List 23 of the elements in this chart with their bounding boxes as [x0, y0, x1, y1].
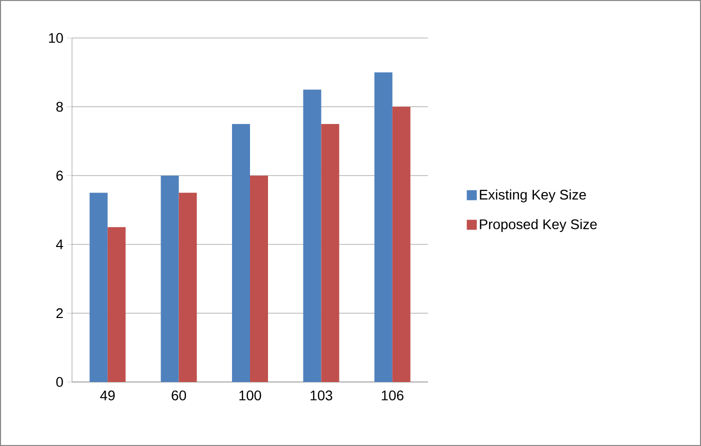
- y-tick-label: 2: [56, 308, 63, 318]
- bar: [303, 90, 322, 382]
- bar: [321, 124, 340, 382]
- bar: [108, 227, 126, 382]
- x-tick-label: 106: [382, 390, 404, 400]
- y-tick-label: 10: [49, 33, 63, 43]
- bar: [392, 106, 410, 382]
- legend-label: Proposed Key Size: [480, 218, 597, 232]
- y-tick-label: 4: [56, 240, 64, 250]
- legend-label: Existing Key Size: [480, 189, 586, 202]
- bar: [374, 72, 392, 382]
- y-tick-label: 6: [56, 170, 63, 181]
- y-tick-label: 8: [56, 102, 63, 112]
- bar: [90, 192, 108, 382]
- x-tick-label: 49: [100, 390, 115, 400]
- y-tick-label: 0: [56, 377, 63, 387]
- bar: [232, 124, 250, 382]
- x-tick-label: 100: [239, 390, 262, 400]
- bar: [178, 192, 197, 382]
- x-tick-label: 60: [172, 390, 186, 400]
- x-tick-label: 103: [310, 390, 332, 400]
- bar: [250, 176, 268, 382]
- bar: [160, 176, 179, 382]
